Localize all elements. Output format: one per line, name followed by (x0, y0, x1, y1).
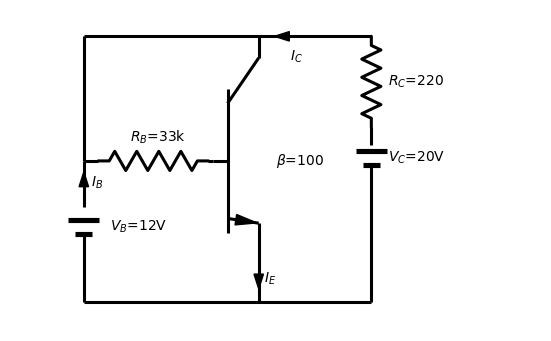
Text: $R_B$=33k: $R_B$=33k (130, 128, 186, 146)
Text: $\beta$=100: $\beta$=100 (276, 152, 323, 170)
Text: $I_E$: $I_E$ (263, 270, 276, 286)
Polygon shape (274, 32, 289, 41)
Text: $V_B$=12V: $V_B$=12V (110, 219, 168, 235)
Polygon shape (254, 274, 263, 289)
Text: $I_B$: $I_B$ (91, 174, 103, 191)
Text: $V_C$=20V: $V_C$=20V (388, 150, 445, 166)
Polygon shape (79, 172, 89, 187)
Text: $I_C$: $I_C$ (290, 48, 302, 65)
Text: $R_C$=220: $R_C$=220 (388, 74, 444, 90)
Polygon shape (235, 214, 257, 225)
